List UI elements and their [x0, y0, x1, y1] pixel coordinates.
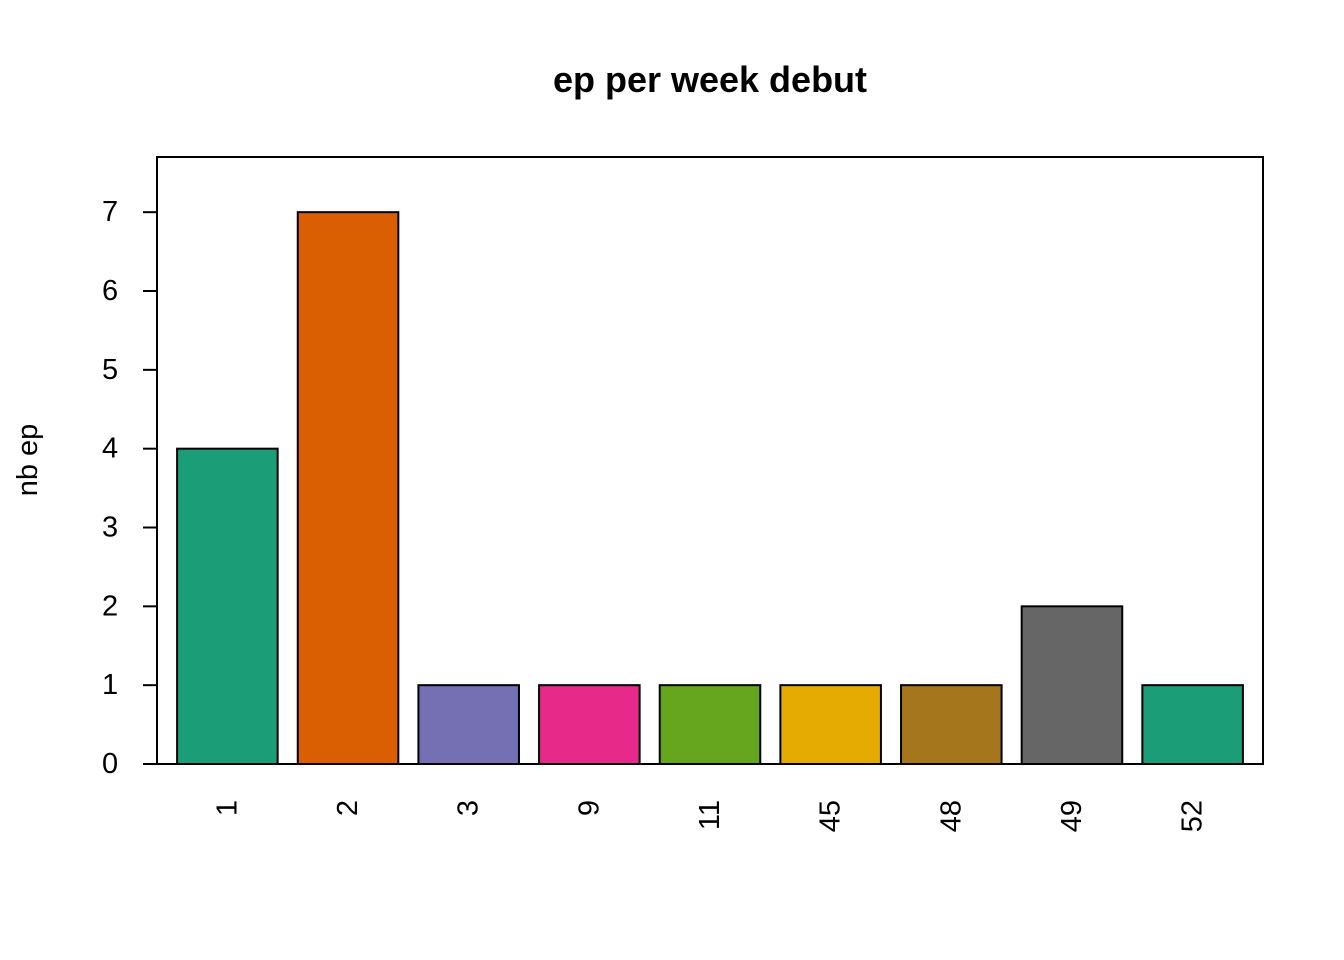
bar-3 [417, 684, 520, 765]
y-tick-label: 3 [102, 512, 118, 544]
y-axis-label: nb ep [12, 424, 44, 497]
bar-2 [296, 211, 400, 765]
x-tick-label: 49 [1056, 800, 1088, 832]
x-tick-label: 11 [694, 800, 726, 830]
y-tick-label: 4 [102, 433, 118, 465]
bar-9 [538, 684, 641, 765]
bar-45 [779, 684, 882, 765]
x-tick-label: 52 [1177, 800, 1209, 832]
bar-52 [1141, 684, 1244, 765]
x-tick-label: 3 [453, 800, 485, 816]
bars-group [176, 211, 1244, 765]
x-tick-label: 9 [573, 800, 605, 816]
bar-49 [1020, 605, 1124, 765]
x-tick-label: 2 [332, 800, 364, 816]
bar-48 [900, 684, 1003, 765]
y-axis: 0 1 2 3 4 5 6 7 [102, 196, 158, 780]
chart-title: ep per week debut [553, 59, 867, 100]
y-tick-label: 6 [102, 275, 118, 307]
y-tick-label: 1 [102, 669, 118, 701]
x-tick-label: 45 [815, 800, 847, 832]
x-tick-label: 48 [935, 800, 967, 832]
y-tick-label: 5 [102, 354, 118, 386]
y-tick-label: 0 [102, 748, 118, 780]
bar-11 [658, 684, 762, 765]
y-tick-label: 7 [102, 196, 118, 228]
bar-1 [176, 447, 279, 765]
x-axis: 1 2 3 9 11 45 48 49 52 [211, 800, 1208, 832]
x-tick-label: 1 [211, 800, 243, 816]
y-tick-label: 2 [102, 590, 118, 622]
